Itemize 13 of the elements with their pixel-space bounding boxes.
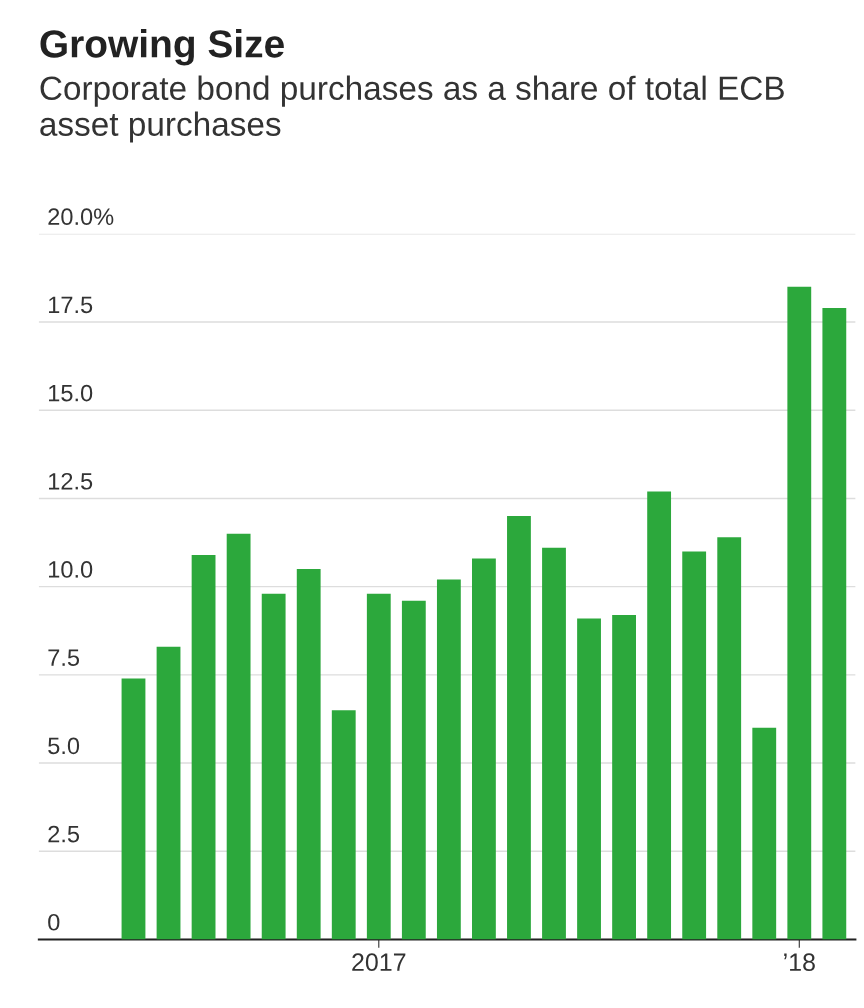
y-tick-label: 15.0 (49, 384, 93, 402)
y-tick-label: 12.5 (49, 472, 93, 490)
y-tick-label: 10.0 (49, 561, 93, 578)
y-tick-label: 7.5 (48, 649, 80, 667)
x-tick-label: 2017 (352, 953, 406, 972)
chart-title: Growing Size (40, 29, 284, 66)
chart-subtitle: Corporate bond purchases as a share of total ECB asset purchases (40, 75, 784, 143)
y-tick-label: 17.5 (49, 296, 93, 314)
x-tick-label: ’18 (784, 953, 815, 972)
y-tick-label: 0 (48, 913, 60, 931)
y-tick-label: 5.0 (48, 737, 80, 755)
y-tick-label: 20.0% (48, 208, 114, 226)
y-tick-label: 2.5 (48, 825, 80, 843)
